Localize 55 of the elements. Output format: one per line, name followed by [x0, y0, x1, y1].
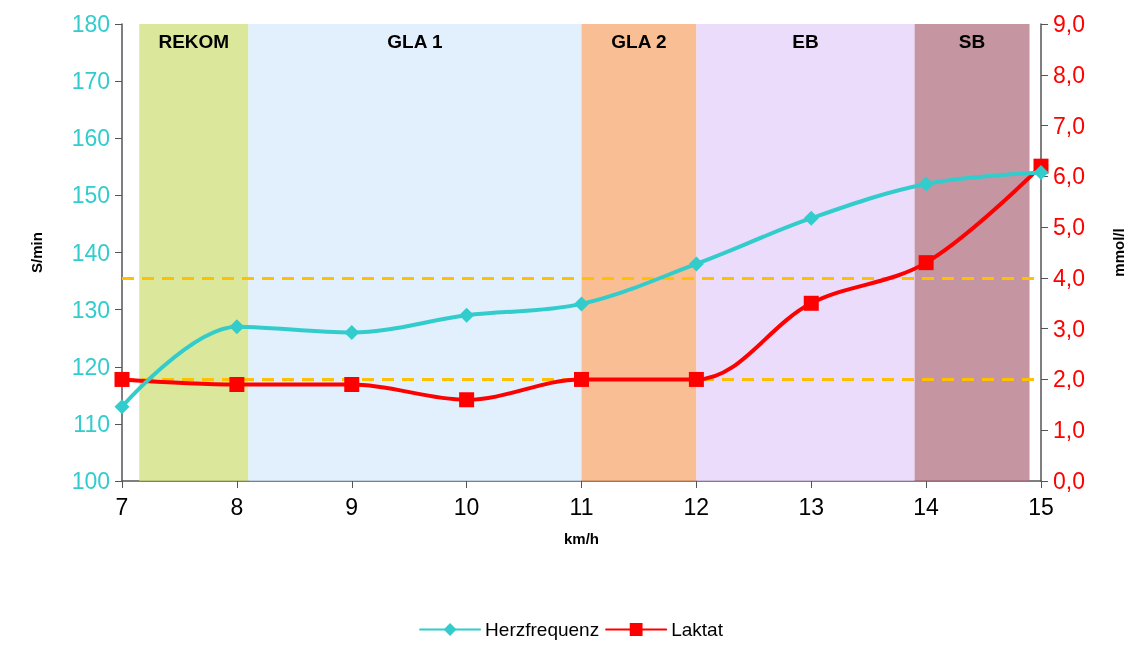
point [459, 392, 475, 408]
y-tick-label: 100 [71, 468, 110, 494]
point [1033, 165, 1049, 181]
y-tick-label: 120 [71, 353, 110, 380]
y2-tick-label: 1,0 [1053, 417, 1085, 444]
x-tick-label: 11 [569, 493, 594, 520]
x-tick-label: 8 [230, 493, 244, 520]
y2-tick-label: 3,0 [1053, 315, 1085, 342]
x-tick-label: 10 [453, 493, 480, 520]
y-axis-title: S/min [28, 232, 45, 273]
y2-tick-label: 7,0 [1053, 112, 1085, 139]
y-tick-label: 110 [73, 410, 110, 437]
y2-tick-label: 5,0 [1053, 214, 1085, 241]
y2-tick-label: 8,0 [1053, 61, 1085, 88]
point [344, 377, 360, 393]
point [688, 256, 704, 272]
y2-tick-label: 2,0 [1053, 366, 1085, 393]
y2-tick-label: 6,0 [1053, 163, 1085, 190]
x-tick-label: 12 [683, 493, 710, 520]
y-tick-label: 180 [71, 11, 110, 37]
y2-tick-label: 9,0 [1053, 11, 1085, 37]
point [574, 296, 589, 312]
point [114, 399, 130, 415]
point [803, 295, 819, 311]
x-tick-label: 13 [798, 493, 825, 520]
point [918, 176, 934, 192]
point [574, 371, 589, 387]
point [229, 319, 245, 335]
y-tick-label: 150 [71, 182, 110, 209]
band-label: SB [958, 31, 986, 52]
y-tick-label: 140 [71, 239, 110, 266]
x-tick-label: 15 [1028, 493, 1054, 520]
point [688, 371, 704, 387]
band-label: GLA 1 [387, 31, 443, 52]
band-label: EB [792, 31, 819, 52]
x-tick-label: 9 [345, 493, 359, 520]
point [114, 371, 130, 387]
band-label: GLA 2 [611, 31, 667, 52]
y2-tick-label: 0,0 [1053, 468, 1085, 494]
point [459, 307, 475, 323]
point [918, 255, 934, 271]
x-tick-label: 7 [115, 493, 129, 520]
y-tick-label: 130 [71, 296, 110, 323]
point [803, 210, 819, 226]
point [229, 377, 245, 393]
y-tick-label: 170 [71, 68, 110, 95]
y-tick-label: 160 [71, 125, 110, 152]
legend-label: Laktat [671, 619, 724, 640]
y2-axis-title: mmol/l [1110, 228, 1127, 277]
point [344, 324, 360, 340]
legend-label: Herzfrequenz [485, 619, 600, 640]
x-tick-label: 14 [913, 493, 940, 520]
y2-tick-label: 4,0 [1053, 264, 1085, 291]
band-label: REKOM [158, 31, 230, 52]
x-axis-title: km/h [563, 530, 600, 547]
